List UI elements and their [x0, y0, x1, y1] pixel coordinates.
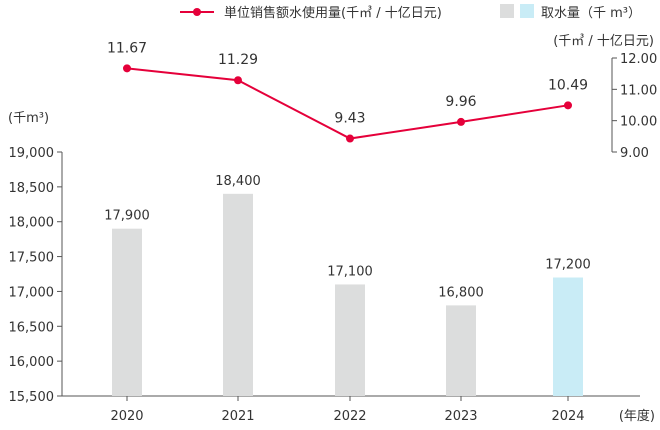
bar-value-label: 18,400: [215, 174, 261, 189]
bar-value-label: 17,100: [327, 264, 373, 279]
right-axis-label: (千㎥ / 十亿日元): [553, 34, 654, 49]
line-series: [126, 67, 569, 140]
x-axis-tick-label: 2022: [333, 409, 366, 424]
right-axis-tick-label: 11.00: [620, 83, 657, 98]
x-axis-tick-label: 2021: [221, 409, 254, 424]
left-axis-tick-label: 19,000: [9, 146, 55, 161]
x-axis-label: (年度): [619, 408, 655, 424]
legend-bar-swatch-grey: [500, 4, 514, 18]
bar-2020: [112, 228, 142, 396]
x-axis-tick-label: 2023: [444, 409, 477, 424]
left-axis-tick-label: 17,500: [9, 251, 55, 266]
bar-2024: [553, 277, 583, 396]
x-axis-tick-label: 2020: [110, 409, 143, 424]
line-value-label: 11.67: [107, 40, 147, 56]
line-value-label: 9.43: [334, 111, 365, 127]
left-axis-tick-label: 16,000: [9, 355, 55, 370]
legend-line-marker: [193, 8, 201, 16]
right-axis-tick-label: 10.00: [620, 115, 657, 130]
left-axis-tick-label: 18,500: [9, 181, 55, 196]
legend-bar-label: 取水量（千 m³）: [541, 6, 641, 21]
line-point-2024: [564, 101, 572, 110]
legend-line-label: 単位销售额水使用量(千㎥ / 十亿日元): [224, 5, 442, 21]
x-axis-tick-label: 2024: [551, 409, 584, 424]
legend-bar-swatch-blue: [520, 4, 534, 18]
line-point-2022: [346, 134, 354, 143]
right-axis-tick-label: 12.00: [620, 52, 657, 67]
bar-2023: [446, 305, 476, 396]
left-axis-tick-label: 16,500: [9, 320, 55, 335]
line-value-label: 9.96: [445, 94, 476, 110]
line-value-label: 11.29: [218, 52, 258, 68]
bar-value-label: 17,200: [545, 257, 591, 272]
bar-value-label: 17,900: [104, 209, 150, 224]
bar-2021: [223, 193, 253, 396]
line-point-2021: [234, 76, 242, 85]
left-axis-label: (千m³): [8, 111, 49, 126]
line-value-label: 10.49: [548, 77, 588, 93]
right-axis-tick-label: 9.00: [620, 146, 649, 161]
line-point-2023: [457, 117, 465, 126]
bar-2022: [335, 284, 365, 396]
bar-value-label: 16,800: [438, 285, 484, 300]
left-axis-tick-label: 17,000: [9, 285, 55, 300]
line-point-2020: [123, 64, 131, 73]
left-axis-tick-label: 18,000: [9, 216, 55, 231]
left-axis-tick-label: 15,500: [9, 390, 55, 405]
